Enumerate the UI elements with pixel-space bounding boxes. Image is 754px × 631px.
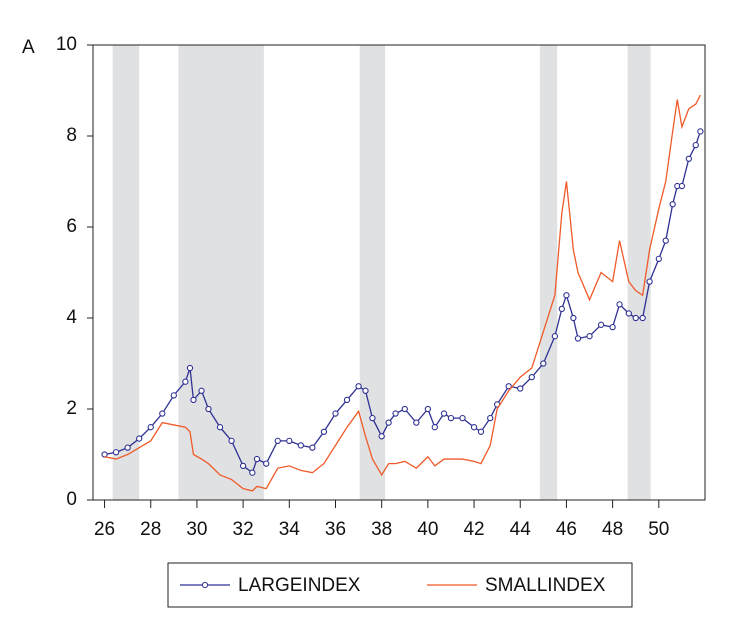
point	[136, 435, 143, 442]
x-tick-label: 28	[140, 519, 161, 540]
point	[124, 444, 131, 451]
x-tick-label: 42	[463, 519, 484, 540]
point	[205, 405, 212, 413]
point	[190, 396, 197, 404]
point	[170, 392, 177, 399]
point	[159, 410, 166, 417]
point	[440, 410, 448, 417]
point	[401, 405, 408, 413]
point	[112, 449, 120, 456]
x-tick-label: 44	[510, 519, 532, 540]
shaded-period	[112, 45, 140, 500]
shaded-period	[539, 45, 558, 500]
point	[655, 255, 662, 262]
shaded-period	[627, 45, 651, 500]
point	[297, 442, 304, 449]
point	[669, 201, 676, 208]
shaded-period	[359, 45, 386, 500]
x-tick-label: 26	[94, 519, 115, 540]
x-tick-label: 50	[648, 519, 669, 540]
point	[662, 237, 669, 244]
point	[355, 383, 362, 390]
x-tick-label: 32	[233, 519, 254, 540]
point	[385, 419, 392, 426]
point	[685, 155, 692, 162]
point	[477, 428, 485, 435]
point	[286, 437, 293, 444]
y-tick-label: 10	[56, 34, 77, 55]
y-tick-label: 4	[66, 307, 77, 328]
legend-label: SMALLINDEX	[485, 575, 606, 596]
point	[198, 387, 205, 394]
point	[263, 460, 270, 467]
point	[609, 323, 616, 331]
point	[574, 335, 582, 342]
x-tick-label: 48	[602, 519, 623, 540]
point	[616, 301, 623, 308]
legend-label: LARGEINDEX	[238, 575, 361, 596]
y-tick-label: 6	[66, 216, 77, 237]
point	[558, 305, 565, 313]
point	[274, 437, 281, 444]
x-tick-label: 40	[417, 519, 438, 540]
y-tick-label: 8	[66, 125, 77, 146]
point	[639, 314, 646, 322]
point	[678, 182, 686, 190]
point	[378, 433, 385, 440]
point	[528, 373, 535, 381]
point	[424, 405, 432, 413]
x-tick-label: 38	[371, 519, 392, 540]
legend-box	[167, 562, 633, 608]
point	[249, 469, 256, 476]
point	[487, 414, 494, 422]
series-line	[104, 94, 701, 492]
y-tick-label: 2	[66, 398, 77, 419]
point	[632, 314, 639, 322]
point	[239, 462, 247, 470]
point	[392, 410, 399, 417]
point	[309, 444, 316, 451]
legend-marker	[201, 581, 209, 589]
plot-frame	[92, 44, 706, 501]
point	[586, 333, 593, 340]
point	[362, 387, 369, 394]
point	[551, 333, 559, 340]
point	[253, 455, 261, 463]
point	[625, 310, 632, 317]
x-tick-label: 34	[279, 519, 301, 540]
point	[540, 360, 547, 367]
point	[186, 364, 194, 372]
point	[101, 451, 108, 458]
point	[216, 424, 224, 431]
point	[697, 128, 704, 135]
point	[570, 314, 577, 322]
point	[597, 321, 605, 328]
point	[646, 278, 653, 285]
point	[343, 396, 351, 404]
point	[517, 385, 524, 392]
point	[431, 424, 438, 431]
point	[369, 414, 376, 422]
point	[228, 437, 235, 444]
point	[505, 383, 512, 390]
point	[470, 424, 478, 431]
point	[182, 378, 189, 385]
x-tick-label: 30	[186, 519, 207, 540]
shaded-period	[178, 45, 264, 500]
point	[692, 141, 699, 149]
point	[332, 410, 339, 417]
x-tick-label: 46	[556, 519, 577, 540]
point	[147, 424, 154, 431]
point	[447, 414, 455, 422]
panel-label: A	[22, 37, 35, 58]
y-tick-label: 0	[66, 489, 77, 510]
point	[413, 419, 420, 426]
point	[459, 414, 466, 422]
x-tick-label: 36	[325, 519, 346, 540]
point	[320, 428, 328, 435]
point	[563, 292, 570, 299]
